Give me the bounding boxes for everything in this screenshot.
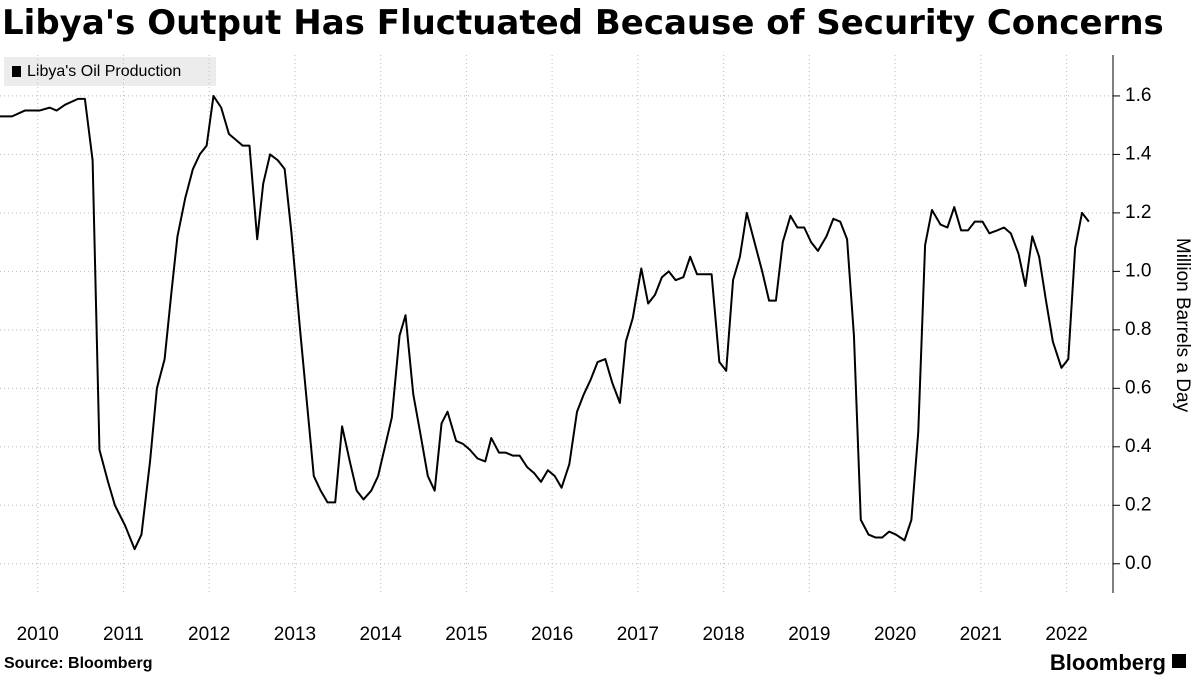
x-tick-label: 2019 — [788, 624, 830, 645]
x-tick-label: 2012 — [188, 624, 230, 645]
brand: Bloomberg — [1050, 650, 1166, 675]
y-tick-label: 0.8 — [1125, 319, 1151, 340]
y-tick-label: 1.2 — [1125, 202, 1151, 223]
x-tick-label: 2010 — [17, 624, 59, 645]
y-axis-title: Million Barrels a Day — [1172, 238, 1193, 413]
x-tick-label: 2020 — [874, 624, 916, 645]
y-tick-label: 0.2 — [1125, 494, 1151, 515]
x-tick-label: 2022 — [1045, 624, 1087, 645]
chart-title: Libya's Output Has Fluctuated Because of… — [2, 3, 1164, 43]
x-tick-label: 2017 — [617, 624, 659, 645]
x-tick-label: 2016 — [531, 624, 573, 645]
x-tick-label: 2015 — [445, 624, 487, 645]
y-tick-label: 0.6 — [1125, 377, 1151, 398]
legend-swatch — [12, 66, 21, 77]
x-tick-label: 2014 — [360, 624, 403, 645]
y-tick-label: 0.4 — [1125, 436, 1152, 457]
brand-icon — [1172, 654, 1186, 668]
y-tick-label: 1.0 — [1125, 260, 1151, 281]
x-tick-label: 2013 — [274, 624, 316, 645]
x-tick-label: 2018 — [702, 624, 744, 645]
x-tick-label: 2021 — [960, 624, 1002, 645]
x-tick-label: 2011 — [103, 624, 144, 645]
y-tick-label: 0.0 — [1125, 553, 1151, 574]
data-line — [0, 94, 1090, 551]
y-tick-label: 1.4 — [1125, 143, 1152, 164]
legend-label: Libya's Oil Production — [27, 63, 181, 80]
source: Source: Bloomberg — [4, 655, 152, 672]
y-tick-label: 1.6 — [1125, 85, 1151, 106]
legend-box — [4, 57, 216, 86]
